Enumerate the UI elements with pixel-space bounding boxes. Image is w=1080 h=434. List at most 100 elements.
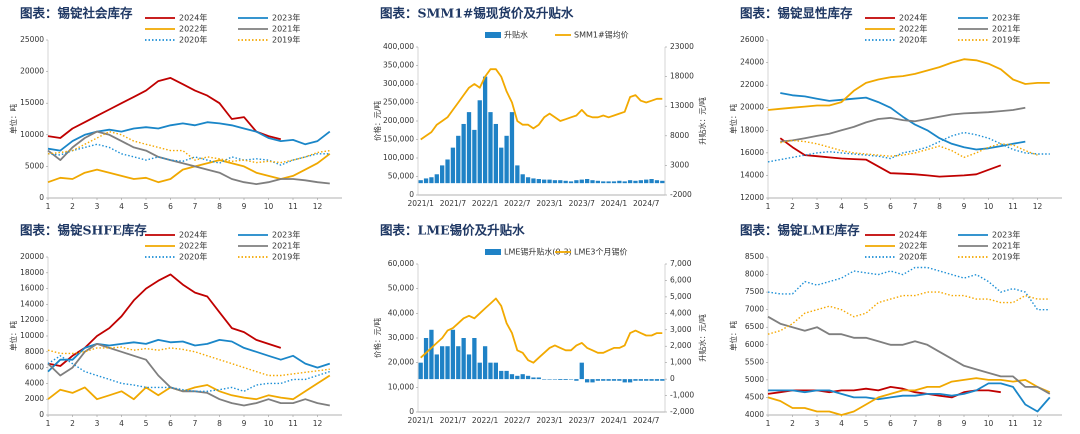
bar [617,379,622,381]
bar [574,180,579,184]
bar [627,379,633,383]
bar [568,181,574,184]
x-tick-label: 9 [962,202,967,211]
axis-label: 单位：吨 [728,321,738,351]
legend-label: 2022年 [899,24,927,34]
series-line [768,382,1051,413]
y-tick-label: 5000 [25,161,44,170]
y-tick-label: 5500 [745,357,764,366]
legend-label: 2024年 [179,13,207,23]
bar [633,379,638,381]
bar [617,180,622,184]
x-tick-label: 5 [864,202,869,211]
series-line [767,131,1050,163]
y-tick-label: 0 [409,407,414,416]
bar [418,180,423,184]
y-tick-label: 20000 [740,103,764,112]
legend-label: 2024年 [899,230,927,240]
x-tick-label: 12 [313,202,323,211]
y-tick-label: 8500 [745,252,764,261]
y-tick-label: 150,000 [383,135,414,144]
bar [520,174,525,184]
legend-label: 2020年 [899,252,927,262]
series-line [420,68,663,141]
axis-label: 单位：吨 [8,321,18,351]
x-tick-label: 2022/1 [472,416,499,425]
bar [595,180,601,184]
y-tick-label: 16000 [20,284,44,293]
bar [456,135,461,184]
bar [445,346,450,380]
legend-swatch [485,32,501,38]
bar [644,179,649,184]
y-tick-label: 40,000 [388,308,414,317]
series-line [47,121,331,152]
y-tick-label: 50,000 [388,172,414,181]
y-tick-label: 14000 [740,170,764,179]
y-tick-label: 8000 [25,347,44,356]
bar [638,180,643,184]
y-tick-label: 250,000 [383,98,414,107]
bar [633,180,638,184]
legend-label: 2021年 [992,241,1020,251]
series-line [780,92,1026,151]
bar [558,180,563,184]
bar [456,346,461,380]
y-tick-label: 12000 [20,315,44,324]
x-tick-label: 4 [839,419,844,428]
y-tick-label: 20,000 [388,358,414,367]
x-tick-label: 11 [288,419,298,428]
legend-label: 2023年 [272,13,300,23]
series-line [47,355,331,392]
y-tick-label: 10000 [20,331,44,340]
y2-tick-label: -2,000 [670,407,694,416]
bar [423,178,429,184]
bar [563,180,568,184]
y2-tick-label: -2000 [670,190,692,199]
series-line [47,273,282,367]
bar [579,362,584,380]
series-line [47,143,330,166]
legend-label: 2020年 [179,252,207,262]
chart-title: 图表：锡锭社会库存 [20,6,133,21]
legend-label: 2023年 [272,230,300,240]
y-tick-label: 10,000 [388,382,414,391]
axis-label: 单位：吨 [8,104,18,134]
x-tick-label: 5 [144,202,149,211]
y-tick-label: 0 [39,410,44,419]
bar [472,338,477,380]
bar [423,338,429,380]
legend-label: 2020年 [179,35,207,45]
series-line [767,386,1001,399]
bar [590,379,595,383]
legend-label: 2022年 [899,241,927,251]
x-tick-label: 2024/1 [601,416,628,425]
x-tick-label: 2021/1 [407,199,434,208]
legend-label: SMM1#锡均价 [574,30,629,40]
bar [482,76,488,184]
bar [579,179,584,184]
y2-tick-label: 4,000 [670,308,692,317]
bar [477,100,482,184]
bar [536,179,541,184]
bar [606,181,611,184]
series-line [779,137,1002,178]
series-line [47,153,331,184]
x-tick-label: 4 [839,202,844,211]
x-tick-label: 9 [242,202,247,211]
y-tick-label: 16000 [740,148,764,157]
bar [499,147,504,184]
legend-label: 2019年 [272,35,300,45]
y-tick-label: 60,000 [388,259,414,268]
bar [611,379,617,381]
x-tick-label: 7 [193,202,198,211]
x-tick-label: 3 [815,202,820,211]
x-tick-label: 12 [1033,202,1043,211]
y-tick-label: 14000 [20,299,44,308]
y2-tick-label: 23000 [670,42,694,51]
legend-label: 2021年 [272,24,300,34]
x-tick-label: 10 [264,202,274,211]
x-tick-label: 12 [1033,419,1043,428]
bar [429,329,434,380]
